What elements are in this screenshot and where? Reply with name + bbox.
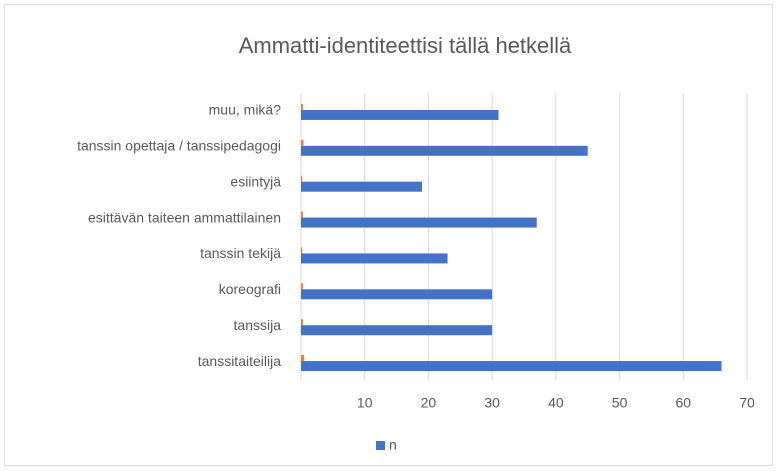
- legend-swatch: [376, 441, 385, 450]
- y-tick-label: esittävän taiteen ammattilainen: [88, 209, 281, 225]
- y-tick-label: tanssija: [234, 317, 282, 333]
- y-tick-label: esiintyjä: [230, 173, 281, 189]
- x-tick-label: 30: [484, 395, 500, 411]
- y-tick-label: tanssitaiteilija: [198, 353, 281, 369]
- bar: [301, 361, 722, 372]
- bar: [301, 103, 303, 110]
- bar: [301, 175, 303, 182]
- y-tick-label: koreografi: [219, 281, 281, 297]
- bar: [301, 325, 493, 336]
- bar: [301, 139, 304, 146]
- bar: [301, 217, 537, 228]
- x-tick-label: 50: [612, 395, 628, 411]
- bar: [301, 181, 423, 192]
- bar: [301, 319, 303, 326]
- x-tick-label: 70: [739, 395, 755, 411]
- chart-title: Ammatti-identiteettisi tällä hetkellä: [239, 33, 572, 58]
- x-tick-label: 40: [548, 395, 564, 411]
- bar: [301, 283, 303, 290]
- legend-label: n: [389, 437, 397, 453]
- x-tick-label: 60: [675, 395, 691, 411]
- y-tick-label: muu, mikä?: [209, 102, 282, 118]
- y-tick-label: tanssin tekijä: [200, 245, 281, 261]
- bar: [301, 355, 305, 362]
- chart-frame: [4, 4, 773, 466]
- bar: [301, 247, 303, 254]
- bar: [301, 289, 493, 300]
- bar: [301, 253, 448, 264]
- bar: [301, 211, 303, 218]
- x-tick-label: 20: [421, 395, 437, 411]
- bar: [301, 145, 588, 156]
- y-tick-label: tanssin opettaja / tanssipedagogi: [77, 138, 281, 154]
- bar: [301, 109, 499, 120]
- x-tick-label: 10: [357, 395, 373, 411]
